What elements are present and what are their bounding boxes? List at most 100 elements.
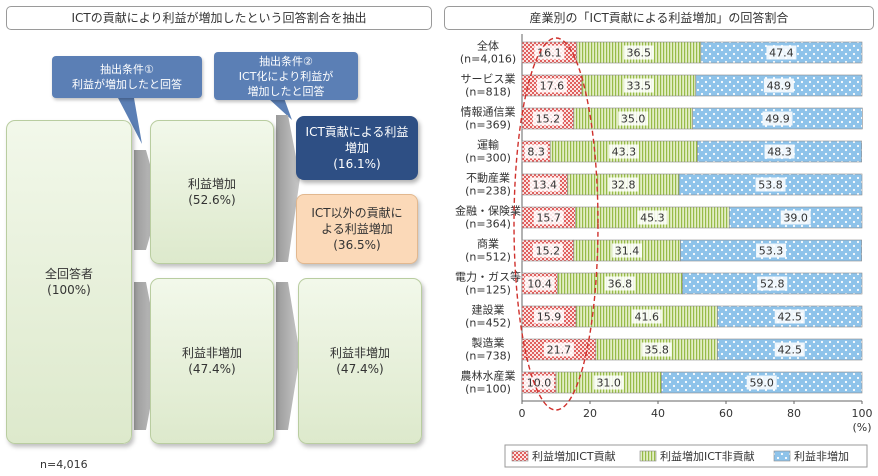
data-label: 21.7: [547, 344, 572, 357]
data-label-bg: [623, 78, 654, 93]
left-panel-title: ICTの貢献により利益が増加したという回答割合を抽出: [6, 6, 432, 30]
category-n-label: (n=738): [465, 350, 511, 363]
profit-increase-box: 利益増加 (52.6%): [150, 120, 274, 264]
profit-increase-value: (52.6%): [188, 193, 236, 207]
highlight-ellipse: [513, 37, 599, 411]
data-label-bg: [524, 375, 554, 390]
other-contribution-value: (36.5%): [333, 238, 381, 252]
ict-contribution-box: ICT貢献による利益 増加 (16.1%): [296, 116, 418, 180]
legend-swatch: [773, 450, 791, 462]
chart-title: 産業別の「ICT貢献による利益増加」の回答割合: [444, 6, 874, 30]
data-label: 31.0: [596, 377, 621, 390]
legend-swatch: [511, 450, 529, 462]
data-label: 8.3: [527, 146, 545, 159]
all-respondents-box: 全回答者 (100%): [6, 120, 132, 444]
data-label: 49.9: [765, 113, 790, 126]
other-contribution-line2: よる利益増加: [321, 222, 393, 236]
x-tick-label: 40: [651, 407, 665, 420]
data-label-bg: [612, 243, 643, 258]
profit-increase-label: 利益増加: [187, 177, 236, 191]
data-label: 47.4: [769, 47, 794, 60]
chevron-arrow-lower-2: [276, 282, 300, 430]
data-label: 59.0: [749, 377, 774, 390]
category-n-label: (n=452): [465, 317, 511, 330]
data-label-bg: [756, 243, 787, 258]
category-label: 製造業: [472, 336, 505, 350]
data-label-bg: [762, 111, 793, 126]
other-contribution-box: ICT以外の貢献に よる利益増加 (36.5%): [296, 194, 418, 264]
category-n-label: (n=364): [465, 218, 511, 231]
callout2-line3: 増加したと回答: [247, 84, 325, 98]
x-tick-label: 80: [787, 407, 801, 420]
data-label: 48.3: [767, 146, 792, 159]
profit-non-increase-mid-label: 利益非増加: [181, 346, 242, 360]
callout-condition-1: 抽出条件① 利益が増加したと回答: [52, 56, 202, 98]
data-label-bg: [534, 309, 565, 324]
profit-non-increase-mid-box: 利益非増加 (47.4%): [150, 278, 274, 444]
data-label: 10.4: [527, 278, 552, 291]
data-label: 43.3: [612, 146, 637, 159]
category-n-label: (n=4,016): [460, 53, 516, 66]
callout-condition-2: 抽出条件② ICT化により利益が 増加したと回答: [214, 52, 358, 100]
data-label-bg: [618, 111, 649, 126]
callout2-line1: 抽出条件②: [259, 54, 313, 68]
category-label: 不動産業: [466, 171, 510, 185]
data-label: 32.8: [611, 179, 636, 192]
callout1-line1: 抽出条件①: [100, 63, 154, 76]
data-label: 39.0: [783, 212, 808, 225]
category-label: 電力・ガス等: [455, 270, 521, 284]
flow-arrows: [118, 98, 300, 430]
data-label-bg: [757, 276, 788, 291]
legend-swatch: [639, 450, 657, 462]
category-label: 農林水産業: [461, 369, 516, 383]
data-label-bg: [604, 276, 635, 291]
data-label: 17.6: [540, 80, 565, 93]
category-n-label: (n=818): [465, 86, 511, 99]
data-label-bg: [608, 177, 639, 192]
data-label-bg: [532, 243, 563, 258]
chevron-arrow-lower-1: [134, 282, 160, 430]
profit-non-increase-right-value: (47.4%): [336, 362, 384, 376]
data-label: 13.4: [533, 179, 558, 192]
profit-non-increase-right-label: 利益非増加: [329, 346, 390, 360]
category-n-label: (n=300): [465, 152, 511, 165]
data-label: 10.0: [527, 377, 552, 390]
legend-label: 利益増加ICT非貢献: [660, 449, 755, 463]
data-label: 42.5: [778, 311, 803, 324]
category-label: サービス業: [461, 73, 516, 86]
data-label: 53.3: [759, 245, 784, 258]
x-tick-label: 100: [852, 407, 873, 420]
category-label: 金融・保険業: [455, 204, 521, 218]
category-n-label: (n=512): [465, 251, 511, 264]
data-label: 16.1: [537, 47, 562, 60]
chevron-arrow-upper-2: [276, 115, 300, 262]
data-label: 36.8: [608, 278, 633, 291]
ict-contribution-line2: 増加: [344, 141, 369, 155]
data-label-bg: [755, 177, 786, 192]
data-label-bg: [593, 375, 624, 390]
category-label: 情報通信業: [461, 106, 516, 119]
x-tick-label: 20: [583, 407, 597, 420]
data-label: 15.7: [536, 212, 561, 225]
data-label: 33.5: [627, 80, 652, 93]
legend-box: [504, 444, 868, 468]
data-label-bg: [529, 177, 560, 192]
data-label-bg: [524, 144, 548, 159]
data-label: 15.2: [536, 113, 561, 126]
data-label: 53.8: [758, 179, 783, 192]
data-label: 35.0: [621, 113, 646, 126]
data-label: 41.6: [635, 311, 660, 324]
data-label: 15.2: [536, 245, 561, 258]
callout1-line2: 利益が増加したと回答: [72, 78, 182, 91]
data-label-bg: [746, 375, 777, 390]
data-label-bg: [536, 78, 567, 93]
ict-contribution-value: (16.1%): [333, 157, 381, 171]
profit-non-increase-mid-value: (47.4%): [188, 362, 236, 376]
legend-label: 利益非増加: [794, 449, 849, 463]
callout2-line2: ICT化により利益が: [238, 69, 334, 83]
callout1-tail: [118, 98, 142, 144]
data-label-bg: [524, 276, 555, 291]
data-label-bg: [631, 309, 662, 324]
category-n-label: (n=238): [465, 185, 511, 198]
